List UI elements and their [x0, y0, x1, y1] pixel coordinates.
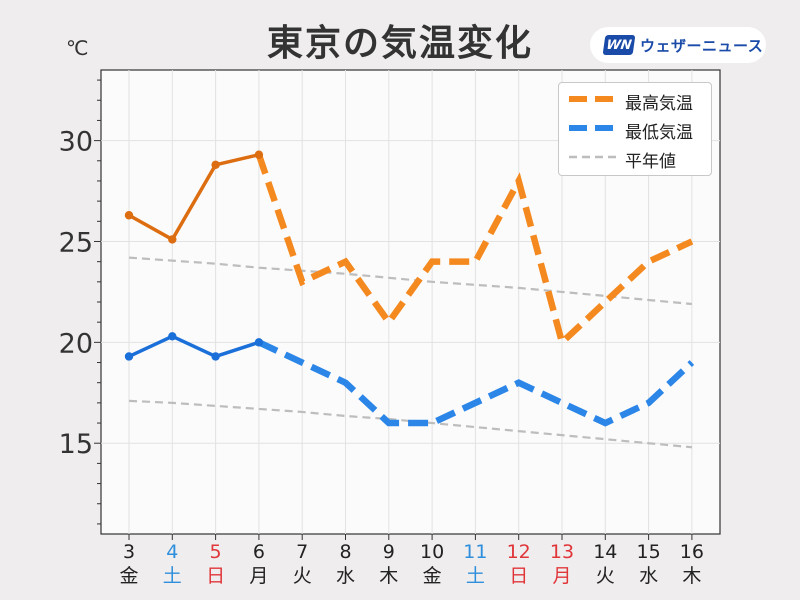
chart-legend: 最高気温 最低気温 平年値 — [558, 82, 712, 176]
x-tick-label-weekday: 日 — [509, 565, 528, 587]
max-temp-point — [124, 211, 134, 220]
x-tick-label-day: 3 — [123, 541, 135, 563]
y-tick-label: 20 — [59, 328, 93, 359]
x-tick-label-day: 5 — [210, 541, 222, 563]
x-tick-label-weekday: 土 — [163, 565, 182, 587]
max-temp-point — [168, 235, 177, 244]
max-temp-observed-line — [128, 153, 260, 242]
x-tick-label-day: 13 — [550, 541, 574, 563]
x-tick-label-day: 9 — [383, 541, 395, 563]
x-tick-label-day: 11 — [463, 541, 487, 563]
y-tick-label: 25 — [59, 227, 93, 258]
normal-line-min — [128, 399, 693, 449]
x-tick-label-weekday: 火 — [293, 565, 312, 587]
y-tick-label: 15 — [59, 429, 93, 460]
legend-item-normal: 平年値 — [559, 143, 711, 172]
x-tick-label-day: 15 — [637, 541, 661, 563]
legend-label-max-temp: 最高気温 — [625, 94, 693, 114]
x-tick-label-weekday: 木 — [682, 565, 701, 587]
x-tick-label-weekday: 月 — [552, 565, 571, 587]
normal-line-max — [128, 256, 693, 306]
legend-label-min-temp: 最低気温 — [625, 123, 693, 143]
x-tick-label-day: 6 — [253, 541, 265, 563]
x-tick-label-weekday: 月 — [249, 565, 268, 587]
x-tick-label-weekday: 金 — [119, 565, 138, 587]
min-temp-point — [168, 332, 177, 341]
max-temp-point — [211, 160, 220, 170]
legend-item-max-temp: 最高気温 — [559, 85, 711, 114]
max-temp-forecast-line — [255, 153, 694, 349]
min-temp-point — [124, 352, 134, 361]
x-tick-label-day: 10 — [420, 541, 444, 563]
weathernews-logo-icon: WN — [602, 35, 636, 55]
min-temp-observed-line — [128, 334, 260, 359]
weathernews-brand-name: ウェザーニュース — [640, 36, 764, 55]
legend-swatch-max-temp — [569, 96, 621, 102]
x-tick-label-day: 7 — [296, 541, 308, 563]
legend-item-min-temp: 最低気温 — [559, 114, 711, 143]
legend-swatch-min-temp — [569, 125, 621, 131]
min-temp-point — [254, 338, 264, 347]
max-temp-point — [254, 150, 264, 159]
x-tick-label-weekday: 金 — [423, 565, 442, 587]
legend-label-normal: 平年値 — [625, 152, 676, 172]
legend-swatch-normal — [569, 155, 621, 159]
x-tick-label-day: 4 — [166, 541, 178, 563]
x-tick-label-weekday: 木 — [379, 565, 398, 587]
x-tick-label-day: 16 — [680, 541, 704, 563]
x-tick-label-weekday: 水 — [336, 565, 355, 587]
chart-title: 東京の気温変化 — [266, 23, 533, 64]
weathernews-badge: WN ウェザーニュース — [590, 27, 766, 63]
x-tick-label-weekday: 水 — [639, 565, 658, 587]
x-tick-label-day: 12 — [507, 541, 531, 563]
x-tick-label-weekday: 土 — [466, 565, 485, 587]
x-tick-label-day: 8 — [339, 541, 351, 563]
x-tick-label-day: 14 — [593, 541, 617, 563]
x-tick-label-weekday: 日 — [206, 565, 225, 587]
y-axis-unit: ℃ — [66, 36, 89, 60]
y-tick-label: 30 — [59, 127, 93, 158]
x-tick-label-weekday: 火 — [596, 565, 615, 587]
min-temp-forecast-line — [257, 339, 695, 427]
min-temp-point — [211, 352, 220, 361]
